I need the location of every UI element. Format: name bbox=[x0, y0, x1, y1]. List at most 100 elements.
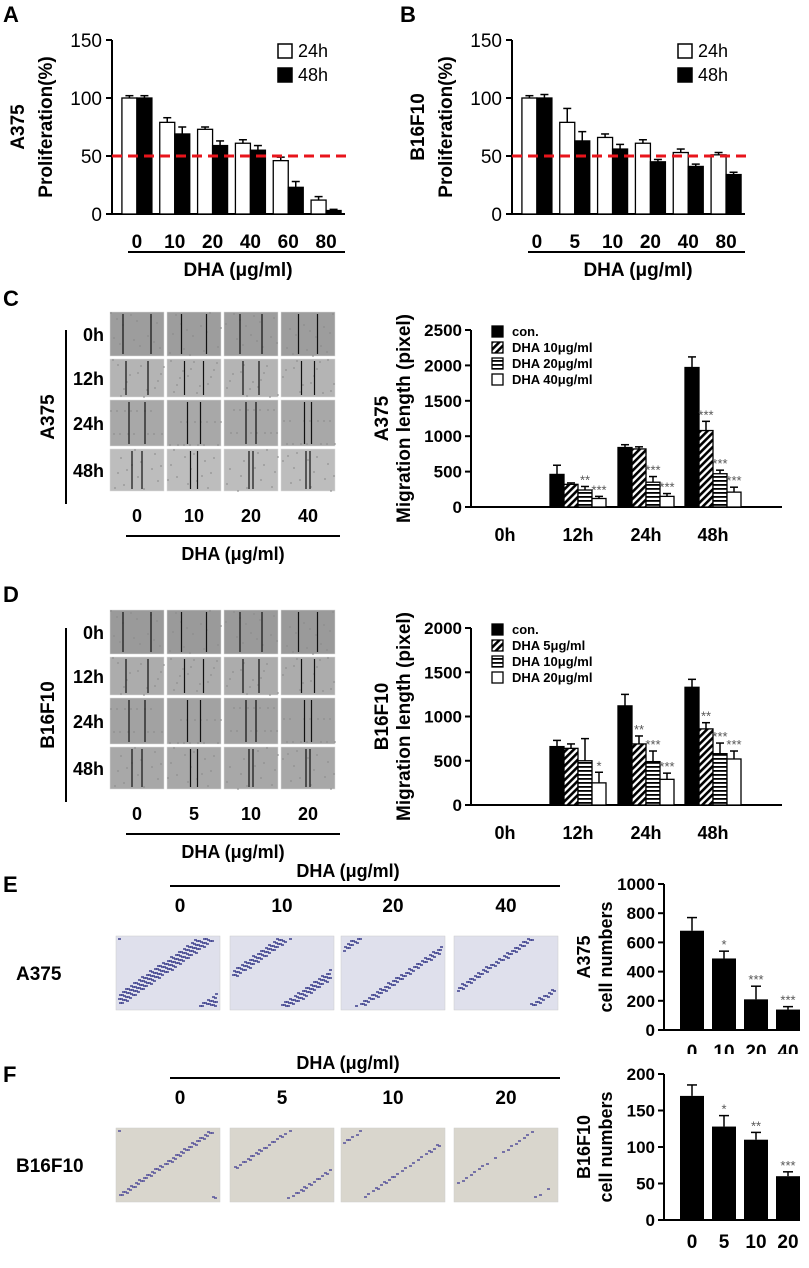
x-axis-label: DHA (μg/ml) bbox=[181, 544, 284, 564]
y-tick-label: 150 bbox=[470, 31, 502, 52]
cell-dot bbox=[118, 1130, 121, 1132]
cell-dot bbox=[386, 986, 389, 988]
cell-dot bbox=[252, 1155, 255, 1157]
cell-dot bbox=[319, 983, 322, 985]
texture-dot bbox=[274, 769, 276, 771]
cell-dot bbox=[548, 992, 551, 994]
cell-dot bbox=[200, 941, 203, 943]
texture-dot bbox=[300, 443, 302, 445]
bar-48h bbox=[249, 149, 267, 215]
cell-dot bbox=[171, 1161, 174, 1163]
cell-dot bbox=[188, 954, 191, 956]
cell-dot bbox=[164, 971, 167, 973]
scratch-image bbox=[280, 746, 336, 790]
cell-line-label: B16F10 bbox=[38, 681, 59, 749]
texture-dot bbox=[157, 480, 159, 482]
cell-dot bbox=[377, 1188, 380, 1190]
cell-dot bbox=[250, 1155, 253, 1157]
cell-dot bbox=[264, 951, 267, 953]
texture-dot bbox=[147, 433, 149, 435]
chart-b-proliferation: B16F10 Proliferation(%) 0 50 100 150 0 5 10 20 40 8… bbox=[408, 31, 747, 281]
cell-dot bbox=[310, 992, 313, 994]
x-tick-label: 10 bbox=[602, 232, 623, 253]
significance-star: *** bbox=[712, 456, 727, 471]
cell-dot bbox=[277, 943, 280, 945]
cell-dot bbox=[463, 984, 466, 986]
panel-letter-e: E bbox=[3, 872, 18, 897]
cell-dot bbox=[211, 940, 214, 942]
cell-dot bbox=[502, 1151, 505, 1153]
texture-dot bbox=[137, 476, 139, 478]
cell-dot bbox=[209, 1000, 212, 1002]
legend-label: DHA 40μg/ml bbox=[512, 372, 592, 387]
texture-dot bbox=[136, 410, 138, 412]
x-tick-label: 0 bbox=[532, 232, 543, 253]
texture-dot bbox=[214, 421, 216, 423]
texture-dot bbox=[161, 433, 163, 435]
dha-header: DHA (μg/ml) bbox=[296, 1053, 399, 1073]
cell-dot bbox=[466, 981, 469, 983]
cell-dot bbox=[407, 972, 410, 974]
cell-dot bbox=[165, 967, 168, 969]
texture-dot bbox=[193, 659, 195, 661]
texture-dot bbox=[114, 487, 116, 489]
cell-dot bbox=[396, 981, 399, 983]
y-tick-label: 0 bbox=[646, 1021, 655, 1040]
texture-dot bbox=[210, 376, 212, 378]
texture-dot bbox=[323, 624, 325, 626]
cell-dot bbox=[415, 966, 418, 968]
cell-dot bbox=[518, 1140, 521, 1142]
cell-dot bbox=[257, 1153, 260, 1155]
cell-dot bbox=[138, 987, 141, 989]
y-axis-label-cell: A375 bbox=[372, 395, 393, 441]
bar-series-1 bbox=[698, 429, 714, 508]
cell-dot bbox=[297, 1192, 300, 1194]
legend-label: con. bbox=[512, 622, 539, 637]
bar bbox=[744, 1139, 768, 1220]
cell-dot bbox=[274, 946, 277, 948]
y-tick-label: 2000 bbox=[424, 356, 462, 375]
cell-dot bbox=[300, 997, 303, 999]
texture-dot bbox=[176, 682, 178, 684]
texture-dot bbox=[150, 410, 152, 412]
texture-dot bbox=[229, 766, 231, 768]
cell-dot bbox=[511, 950, 514, 952]
texture-dot bbox=[130, 314, 132, 316]
cell-dot bbox=[289, 1130, 292, 1132]
texture-dot bbox=[160, 373, 162, 375]
cell-dot bbox=[181, 956, 184, 958]
texture-dot bbox=[179, 675, 181, 677]
scratch-image bbox=[109, 311, 165, 357]
texture-dot bbox=[156, 322, 158, 324]
texture-dot bbox=[229, 380, 231, 382]
texture-dot bbox=[177, 444, 179, 446]
texture-dot bbox=[267, 409, 269, 411]
cell-dot bbox=[285, 1005, 288, 1007]
cell-dot bbox=[179, 955, 182, 957]
cell-dot bbox=[154, 976, 157, 978]
cell-dot bbox=[357, 938, 360, 940]
cell-dot bbox=[243, 965, 246, 967]
texture-dot bbox=[303, 622, 305, 624]
texture-dot bbox=[245, 623, 247, 625]
texture-dot bbox=[262, 644, 264, 646]
cell-dot bbox=[132, 986, 135, 988]
texture-dot bbox=[282, 376, 284, 378]
cell-dot bbox=[281, 944, 284, 946]
x-tick-label: 20 bbox=[202, 232, 223, 253]
x-tick-label: 10 bbox=[713, 1042, 734, 1054]
cell-dot bbox=[279, 943, 282, 945]
texture-dot bbox=[123, 782, 125, 784]
texture-dot bbox=[320, 345, 322, 347]
x-tick-label: 40 bbox=[777, 1042, 798, 1054]
cell-dot bbox=[212, 1196, 215, 1198]
cell-dot bbox=[510, 1145, 513, 1147]
cell-dot bbox=[159, 1165, 162, 1167]
texture-dot bbox=[329, 630, 331, 632]
cell-dot bbox=[133, 990, 136, 992]
cell-dot bbox=[236, 975, 239, 977]
bar-48h bbox=[725, 173, 742, 215]
scratch-image bbox=[223, 656, 279, 696]
texture-dot bbox=[127, 433, 129, 435]
cell-dot bbox=[433, 956, 436, 958]
